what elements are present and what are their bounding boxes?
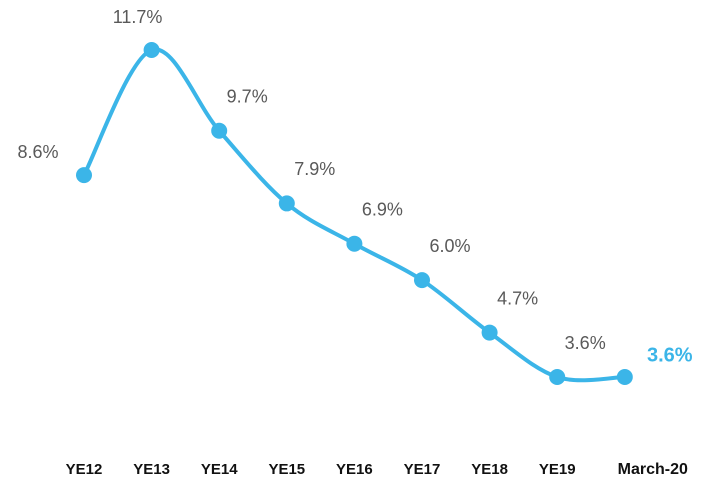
x-tick-label: YE12 [66,461,103,478]
x-tick-label: YE15 [268,461,305,478]
point [346,235,363,252]
point [414,272,430,289]
point [481,324,498,341]
point [616,369,633,385]
data-label: 6.9% [362,200,403,220]
x-tick-label: YE18 [471,461,508,478]
data-label: 8.6% [17,142,58,162]
x-tick-label: YE16 [336,461,373,478]
data-label: 3.6% [647,344,693,366]
x-tick-label: YE13 [133,461,170,478]
data-label: 3.6% [565,333,606,353]
point [143,42,160,58]
data-label: 11.7% [113,7,163,27]
data-label: 4.7% [497,288,538,308]
point [211,122,228,139]
data-label: 6.0% [429,236,470,256]
x-tick-label: YE17 [404,461,441,478]
point [76,167,92,184]
x-tick-label: YE14 [201,461,238,478]
x-tick-label: YE19 [539,461,576,478]
data-label: 7.9% [294,159,335,179]
point [549,369,566,385]
line [82,47,625,383]
data-label: 9.7% [227,86,268,106]
point [278,195,295,212]
x-tick-label: March-20 [618,461,688,478]
